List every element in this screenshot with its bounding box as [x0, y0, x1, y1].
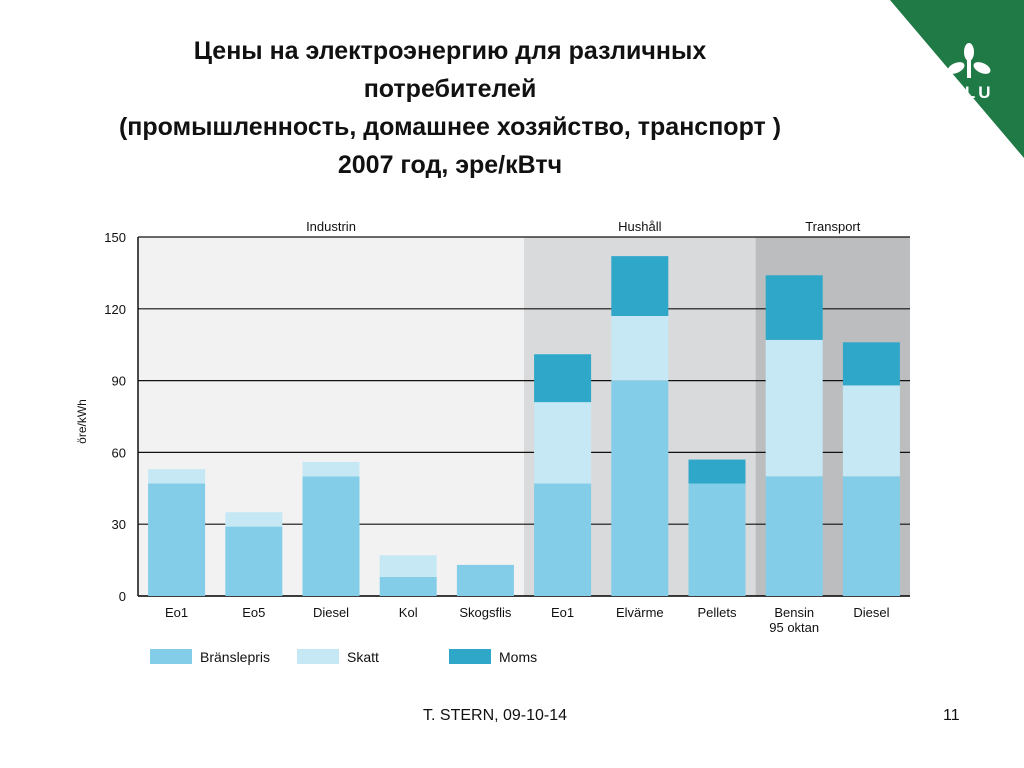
bar-skatt-2 [302, 461, 360, 477]
group-label: Industrin [306, 219, 356, 234]
y-tick-label: 0 [119, 589, 126, 604]
bar-skatt-5 [534, 402, 592, 484]
x-tick-label-line: Eo1 [165, 605, 188, 620]
x-tick-label: Diesel [313, 605, 349, 620]
x-tick-label-line: Diesel [853, 605, 889, 620]
x-tick-label: Skogsflis [459, 605, 512, 620]
logo-background [890, 0, 1024, 158]
x-tick-label: Bensin 95 oktan [769, 605, 819, 635]
legend-label: Skatt [347, 649, 379, 665]
x-tick-label: Eo1 [551, 605, 574, 620]
bar-brnslepris-3 [379, 576, 437, 596]
y-tick-label: 90 [112, 374, 126, 389]
bar-skatt-0 [148, 469, 206, 484]
logo-text: SLU [951, 83, 994, 102]
x-tick-label-line: 95 oktan [769, 620, 819, 635]
group-label: Hushåll [618, 219, 661, 234]
bar-moms-5 [534, 354, 592, 403]
title-line-2: потребителей [363, 75, 537, 103]
slide-title: Цены на электроэнергию для различных пот… [30, 32, 870, 184]
group-label: Transport [805, 219, 861, 234]
title-line-1: Цены на электроэнергию для различных [193, 37, 707, 65]
x-tick-label: Kol [399, 605, 418, 620]
y-axis-label: öre/kWh [75, 399, 89, 444]
y-tick-label: 150 [104, 230, 126, 245]
bar-brnslepris-1 [225, 526, 283, 596]
x-tick-label: Eo1 [165, 605, 188, 620]
bar-skatt-1 [225, 512, 283, 527]
x-tick-label-line: Bensin [774, 605, 814, 620]
bar-moms-9 [842, 342, 900, 386]
bar-brnslepris-2 [302, 476, 360, 596]
legend-swatch [150, 649, 192, 664]
y-tick-label: 60 [112, 445, 126, 460]
x-tick-label-line: Elvärme [616, 605, 664, 620]
x-tick-label: Pellets [697, 605, 737, 620]
y-tick-label: 30 [112, 517, 126, 532]
footer-author: T. STERN, 09-10-14 [423, 707, 568, 724]
bar-brnslepris-6 [611, 380, 669, 596]
x-tick-label-line: Eo5 [242, 605, 265, 620]
y-tick-label: 120 [104, 302, 126, 317]
leaf-icon [947, 43, 991, 78]
legend-swatch [297, 649, 339, 664]
bar-moms-6 [611, 256, 669, 316]
x-tick-label-line: Eo1 [551, 605, 574, 620]
title-line-4: 2007 год, эре/кВтч [337, 151, 563, 179]
x-tick-label-line: Diesel [313, 605, 349, 620]
x-tick-label-line: Skogsflis [459, 605, 512, 620]
bar-moms-8 [765, 275, 823, 340]
x-tick-label-line: Kol [399, 605, 418, 620]
bar-moms-7 [688, 459, 746, 484]
x-tick-label-line: Pellets [697, 605, 737, 620]
bar-skatt-6 [611, 315, 669, 381]
x-tick-label: Eo5 [242, 605, 265, 620]
bar-brnslepris-4 [456, 564, 514, 596]
title-line-3: (промышленность, домашнее хозяйство, тра… [118, 113, 782, 141]
bar-skatt-9 [842, 385, 900, 477]
bar-brnslepris-0 [148, 483, 206, 596]
legend-label: Moms [499, 649, 537, 665]
legend-label: Bränslepris [200, 649, 270, 665]
bar-brnslepris-5 [534, 483, 592, 596]
bar-brnslepris-8 [765, 476, 823, 596]
page-number: 11 [943, 707, 960, 724]
slu-logo: SLU [890, 0, 1024, 158]
bar-skatt-8 [765, 339, 823, 477]
bar-brnslepris-7 [688, 483, 746, 596]
chart: Industrin Hushåll Transport 0 30 60 90 120 150 ör… [75, 219, 910, 665]
legend-swatch [449, 649, 491, 664]
x-tick-label: Elvärme [616, 605, 664, 620]
bar-skatt-3 [379, 555, 437, 577]
bar-brnslepris-9 [842, 476, 900, 596]
x-tick-label: Diesel [853, 605, 889, 620]
